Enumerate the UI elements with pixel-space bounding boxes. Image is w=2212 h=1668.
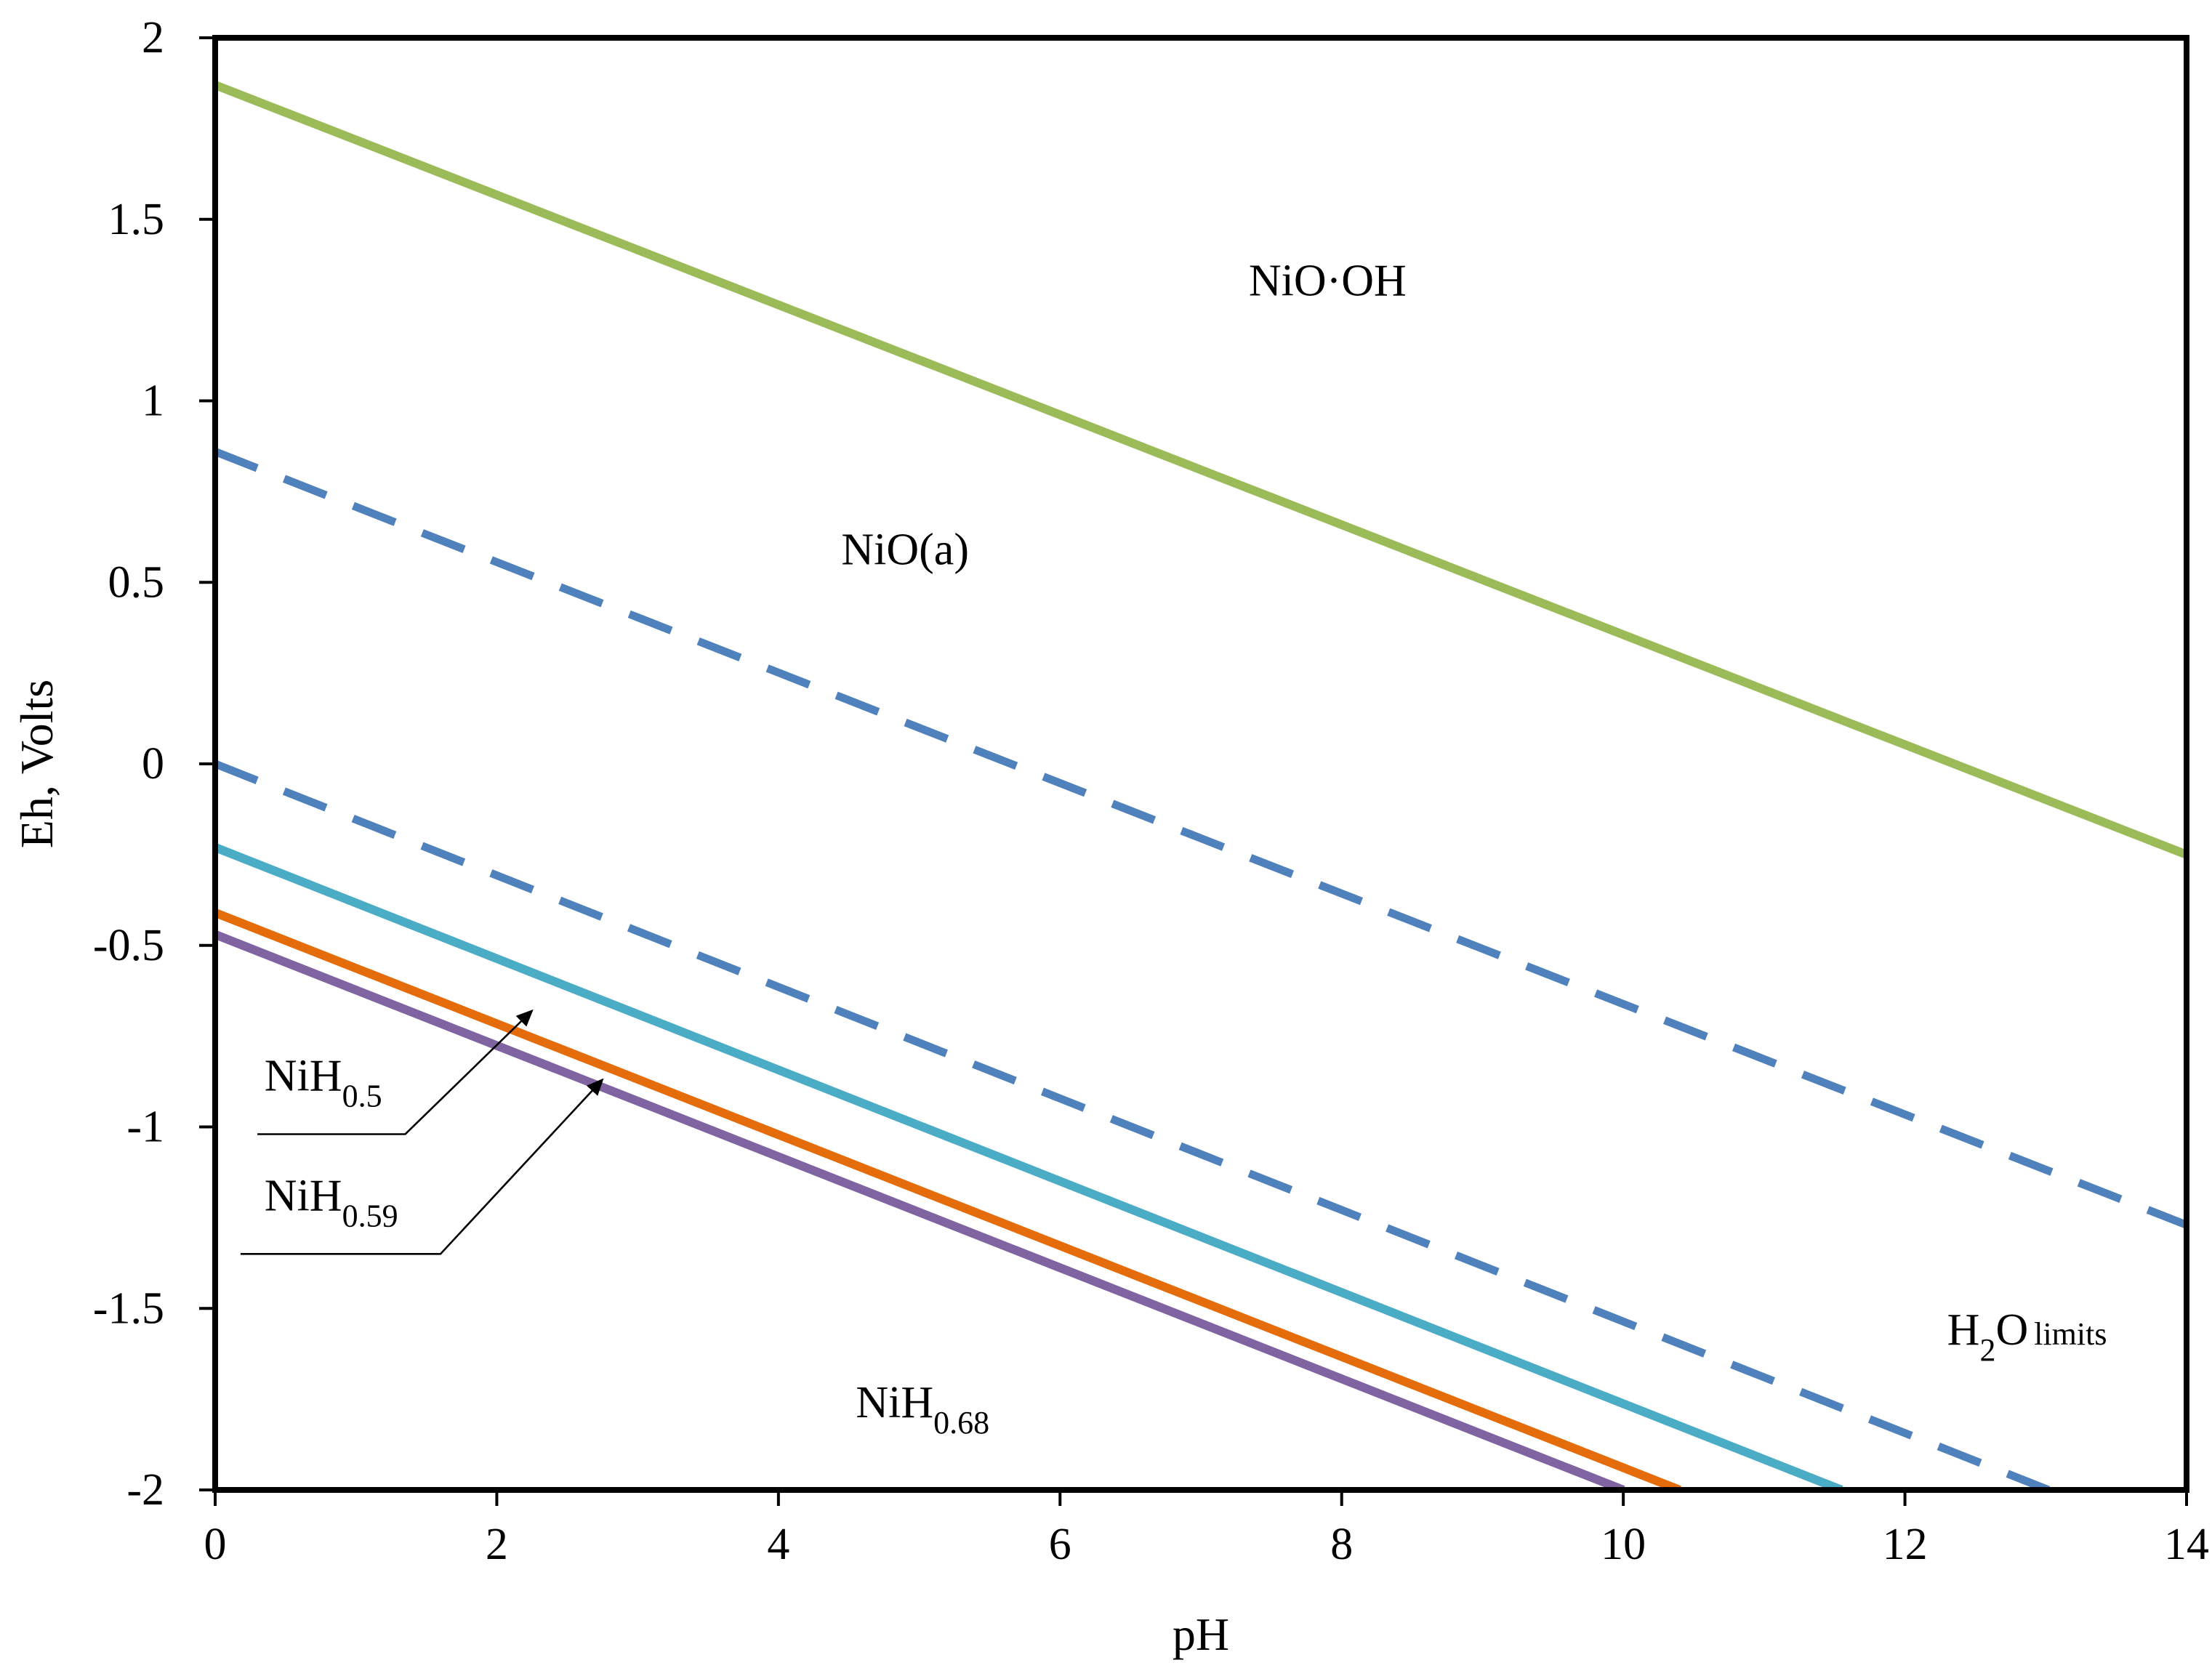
plot-background xyxy=(215,38,2187,1490)
x-tick-label: 4 xyxy=(767,1520,789,1569)
series-line-1-nio-oh-nio-a-boundary xyxy=(215,81,2187,859)
x-tick-label: 10 xyxy=(1601,1520,1646,1569)
annotation-arrow-nih0-59 xyxy=(240,1078,604,1255)
x-axis: 0 2 4 6 8 10 12 14 xyxy=(204,1490,2209,1569)
y-tick-label: -1.5 xyxy=(93,1284,164,1333)
x-tick-label: 8 xyxy=(1330,1520,1353,1569)
y-tick-label: 0.5 xyxy=(108,557,165,607)
x-tick-label: 6 xyxy=(1049,1520,1071,1569)
label-h2o: H2O limits xyxy=(1947,1305,2107,1368)
y-tick-label: 1.5 xyxy=(108,195,165,244)
label-nih068: NiH0.68 xyxy=(856,1378,989,1441)
label-nih05: NiH0.5 xyxy=(265,1052,382,1114)
series-line-3-h2o-lower-limit xyxy=(215,760,2051,1490)
arrow-layer xyxy=(240,1009,604,1255)
x-axis-title: pH xyxy=(1173,1608,1229,1660)
x-tick-label: 0 xyxy=(204,1520,227,1569)
label-nioa: NiO(a) xyxy=(841,525,969,574)
y-tick-label: -1 xyxy=(126,1103,164,1152)
series-line-6-nih0-59 xyxy=(215,930,1625,1490)
series-line-2-h2o-upper-limit xyxy=(215,448,2187,1229)
y-axis-title: Eh, Volts xyxy=(11,680,63,848)
y-tick-label: -0.5 xyxy=(93,921,164,970)
label-nih059: NiH0.59 xyxy=(265,1171,398,1233)
x-tick-label: 12 xyxy=(1883,1520,1928,1569)
series-layer xyxy=(215,81,2187,1490)
series-line-5-nih0-5 xyxy=(215,908,1681,1490)
series-line-4-nio-a-nih0-68-boundary xyxy=(215,843,1843,1490)
label-niooh: NiO·OH xyxy=(1249,257,1407,306)
x-tick-label: 2 xyxy=(486,1520,508,1569)
x-tick-label: 14 xyxy=(2164,1520,2209,1569)
y-tick-label: -2 xyxy=(126,1465,164,1515)
y-tick-label: 1 xyxy=(142,376,164,426)
y-axis: 2 1.5 1 0.5 0 -0.5 -1 -1.5 -2 xyxy=(93,13,215,1515)
region-labels: NiO·OH NiO(a) NiH0.5 NiH0.59 NiH0.68 H2O limit… xyxy=(265,257,2107,1441)
y-tick-label: 0 xyxy=(142,739,164,789)
y-tick-label: 2 xyxy=(142,13,164,63)
annotation-arrow-nih0-5 xyxy=(257,1009,534,1135)
